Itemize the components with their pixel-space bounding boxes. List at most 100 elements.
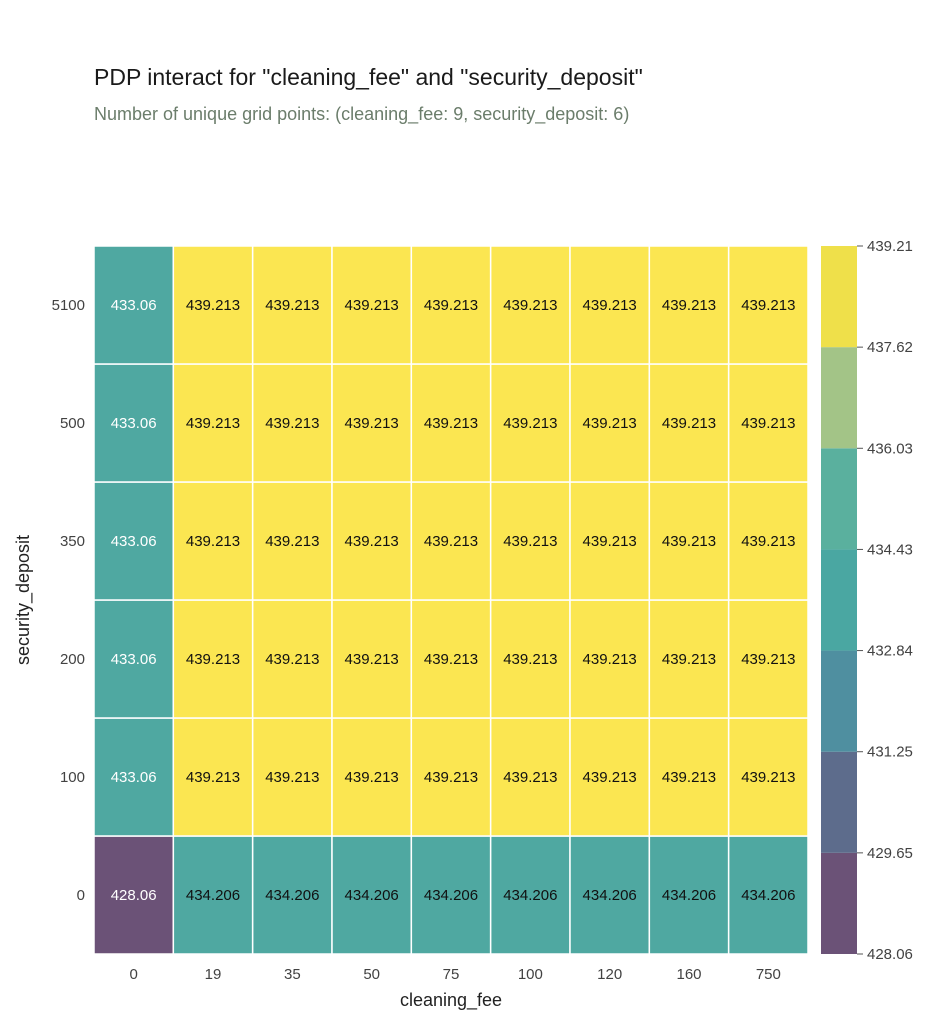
chart-title: PDP interact for "cleaning_fee" and "sec… [94,64,643,90]
heatmap-cell [410,363,492,483]
y-tick-label: 100 [60,769,85,786]
colorbar-band [821,448,857,550]
heatmap-cell [489,245,571,365]
colorbar-tick-label: 436.03 [867,440,913,457]
heatmap-cell [727,599,809,719]
cell-value-label: 439.213 [583,297,637,314]
colorbar-band [821,852,857,954]
cell-value-label: 439.213 [583,769,637,786]
heatmap-cell [489,599,571,719]
cell-value-label: 439.213 [186,415,240,432]
y-axis-ticks: 0 100 200 350 500 5100 [52,297,85,904]
heatmap-cell [172,363,254,483]
heatmap-cell [172,599,254,719]
heatmap-cell [410,599,492,719]
heatmap-cell-labels: 428.06 434.206 434.206 434.206 434.206 434.20… [111,297,796,904]
heatmap-cell [172,245,254,365]
heatmap-cell [569,599,651,719]
heatmap-cell [410,481,492,601]
colorbar-band [821,751,857,853]
cell-value-label: 439.213 [741,415,795,432]
cell-value-label: 433.06 [111,297,157,314]
heatmap-cell [569,717,651,837]
heatmap-cell [251,245,333,365]
heatmap-cell [569,363,651,483]
cell-value-label: 439.213 [503,415,557,432]
heatmap-cell [727,835,809,955]
heatmap-cell [569,245,651,365]
cell-value-label: 439.213 [345,415,399,432]
cell-value-label: 434.206 [186,887,240,904]
cell-value-label: 433.06 [111,769,157,786]
cell-value-label: 439.213 [345,651,399,668]
x-tick-label: 100 [518,966,543,983]
x-tick-label: 0 [129,966,137,983]
heatmap-cell [648,717,730,837]
cell-value-label: 434.206 [741,887,795,904]
colorbar [821,246,857,954]
x-axis-ticks: 0 19 35 50 75 100 120 160 750 [129,966,780,983]
cell-value-label: 439.213 [583,651,637,668]
x-tick-label: 19 [205,966,222,983]
heatmap-cell [93,481,175,601]
heatmap-cell [727,363,809,483]
cell-value-label: 434.206 [265,887,319,904]
cell-value-label: 439.213 [265,533,319,550]
cell-value-label: 439.213 [503,769,557,786]
cell-value-label: 439.213 [503,297,557,314]
heatmap-cell [93,245,175,365]
heatmap-cells [93,245,809,955]
colorbar-tick-label: 431.25 [867,744,913,761]
cell-value-label: 439.213 [345,533,399,550]
cell-value-label: 439.213 [265,651,319,668]
x-tick-label: 120 [597,966,622,983]
cell-value-label: 439.213 [186,297,240,314]
colorbar-band [821,650,857,752]
heatmap-cell [648,599,730,719]
x-tick-label: 50 [363,966,380,983]
y-tick-label: 0 [77,887,85,904]
cell-value-label: 439.213 [662,297,716,314]
colorbar-tick-label: 429.65 [867,845,913,862]
heatmap-cell [331,835,413,955]
cell-value-label: 433.06 [111,415,157,432]
colorbar-band [821,347,857,449]
heatmap-cell [172,481,254,601]
cell-value-label: 439.213 [583,415,637,432]
cell-value-label: 439.213 [186,533,240,550]
cell-value-label: 434.206 [424,887,478,904]
colorbar-tick-label: 439.21 [867,238,913,255]
cell-value-label: 434.206 [345,887,399,904]
cell-value-label: 439.213 [424,769,478,786]
heatmap-cell [489,717,571,837]
cell-value-label: 439.213 [662,533,716,550]
cell-value-label: 439.213 [583,533,637,550]
heatmap-cell [727,481,809,601]
colorbar-tick-label: 437.62 [867,339,913,356]
heatmap-cell [569,835,651,955]
heatmap-cell [569,481,651,601]
colorbar-tick-label: 428.06 [867,946,913,963]
heatmap-cell [331,599,413,719]
cell-value-label: 439.213 [424,533,478,550]
heatmap-cell [648,363,730,483]
heatmap-cell [410,835,492,955]
y-axis-label: security_deposit [13,535,34,665]
heatmap-cell [331,245,413,365]
cell-value-label: 439.213 [265,297,319,314]
cell-value-label: 439.213 [741,533,795,550]
x-tick-label: 35 [284,966,301,983]
y-tick-label: 200 [60,651,85,668]
cell-value-label: 433.06 [111,651,157,668]
cell-value-label: 439.213 [424,297,478,314]
x-tick-label: 160 [676,966,701,983]
heatmap-cell [489,835,571,955]
cell-value-label: 439.213 [662,651,716,668]
heatmap-cell [172,717,254,837]
colorbar-band [821,246,857,348]
heatmap-cell [648,481,730,601]
cell-value-label: 439.213 [186,769,240,786]
cell-value-label: 439.213 [741,297,795,314]
heatmap-cell [251,363,333,483]
cell-value-label: 439.213 [503,533,557,550]
